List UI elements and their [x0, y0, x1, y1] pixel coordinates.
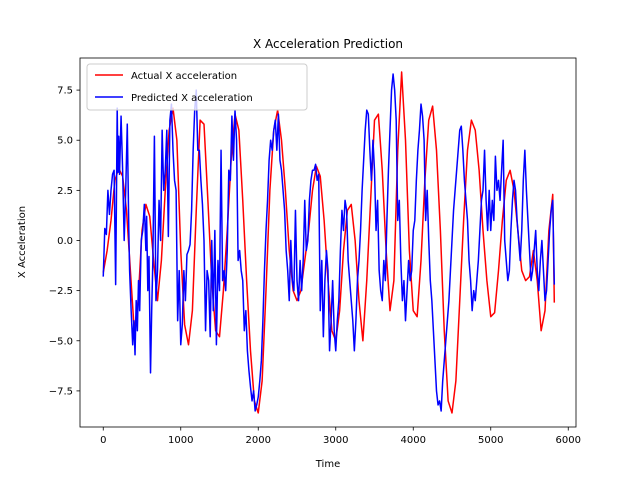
- plot-frame: [79, 57, 577, 428]
- x-tick-label: 3000: [323, 435, 348, 446]
- x-tick-label: 4000: [401, 435, 426, 446]
- y-tick-label: 7.5: [57, 86, 73, 97]
- y-tick-label: 2.5: [57, 186, 73, 197]
- x-tick-label: 2000: [246, 435, 271, 446]
- y-axis: −7.5 −5.0 −2.5 0.0 2.5 5.0 7.5: [49, 86, 80, 397]
- x-axis-title: Time: [315, 459, 340, 470]
- y-axis-title: X Acceleration: [17, 206, 28, 278]
- legend-box: [86, 63, 308, 111]
- y-tick-label: 5.0: [57, 136, 73, 147]
- chart-title: X Acceleration Prediction: [253, 37, 403, 51]
- legend-label-actual: Actual X acceleration: [131, 71, 237, 82]
- y-tick-label: 0.0: [57, 236, 73, 247]
- legend-label-predicted: Predicted X acceleration: [131, 93, 253, 104]
- x-tick-label: 1000: [168, 435, 193, 446]
- y-tick-label: −2.5: [49, 286, 73, 297]
- x-tick-label: 0: [100, 435, 106, 446]
- x-axis: 0 1000 2000 3000 4000 5000 6000: [100, 427, 581, 446]
- plot-area: [102, 71, 556, 414]
- series-layer: [102, 71, 556, 414]
- y-tick-label: −7.5: [49, 386, 73, 397]
- y-tick-label: −5.0: [49, 336, 73, 347]
- x-tick-label: 6000: [556, 435, 581, 446]
- legend: Actual X acceleration Predicted X accele…: [86, 63, 308, 111]
- x-tick-label: 5000: [478, 435, 503, 446]
- series-line-predicted: [102, 73, 556, 412]
